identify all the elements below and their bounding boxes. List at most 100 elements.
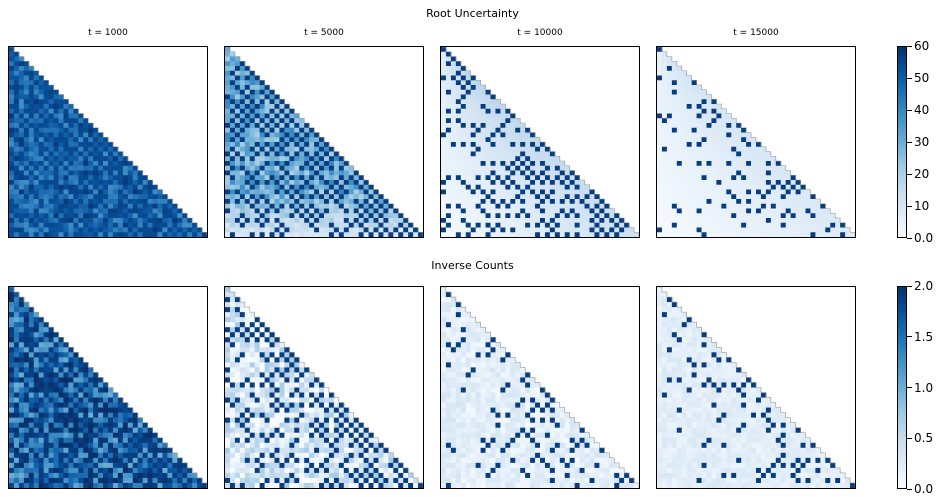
heatmap-cell (34, 468, 39, 473)
heatmap-cell (44, 372, 49, 377)
heatmap-cell (240, 382, 245, 387)
heatmap-cell (19, 388, 24, 393)
heatmap-cell (369, 190, 374, 195)
heatmap-cell (835, 218, 840, 223)
heatmap-cell (481, 133, 486, 138)
heatmap-cell (29, 171, 34, 176)
heatmap-cell (255, 342, 260, 347)
heatmap-cell (476, 156, 481, 161)
heatmap-cell (14, 152, 19, 157)
heatmap-cell (731, 175, 736, 180)
heatmap-cell (707, 95, 712, 100)
heatmap-cell (697, 137, 702, 142)
heatmap-cell (9, 209, 14, 214)
heatmap-cell (329, 453, 334, 458)
heatmap-cell (441, 332, 446, 337)
heatmap-cell (344, 194, 349, 199)
heatmap-cell (456, 109, 461, 114)
heatmap-cell (830, 213, 835, 218)
heatmap-cell (118, 156, 123, 161)
heatmap-cell (687, 209, 692, 214)
heatmap-cell (14, 357, 19, 362)
heatmap-cell (39, 357, 44, 362)
heatmap-cell (24, 307, 29, 312)
heatmap-cell (148, 458, 153, 463)
heatmap-cell (49, 199, 54, 204)
heatmap-cell (240, 66, 245, 71)
heatmap-cell (103, 204, 108, 209)
heatmap-cell (771, 232, 776, 237)
heatmap-cell (466, 137, 471, 142)
heatmap-cell (162, 453, 167, 458)
heatmap-cell (319, 388, 324, 393)
heatmap-cell (29, 367, 34, 372)
heatmap-cell (756, 199, 761, 204)
heatmap-cell (270, 142, 275, 147)
heatmap-cell (716, 147, 721, 152)
heatmap-cell (525, 228, 530, 233)
heatmap-cell (19, 104, 24, 109)
heatmap-cell (225, 152, 230, 157)
heatmap-cell (19, 468, 24, 473)
heatmap-cell (34, 71, 39, 76)
heatmap-cell (260, 443, 265, 448)
heatmap-cell (88, 478, 93, 483)
heatmap-cell (520, 204, 525, 209)
heatmap-cell (68, 109, 73, 114)
heatmap-cell (677, 156, 682, 161)
heatmap-cell (260, 147, 265, 152)
heatmap-cell (369, 443, 374, 448)
heatmap-cell (73, 147, 78, 152)
heatmap-cell (289, 367, 294, 372)
heatmap-cell (265, 362, 270, 367)
heatmap-cell (716, 209, 721, 214)
heatmap-cell (540, 209, 545, 214)
heatmap-cell (118, 458, 123, 463)
heatmap-cell (329, 152, 334, 157)
heatmap-cell (49, 99, 54, 104)
heatmap-cell (801, 204, 806, 209)
heatmap-cell (88, 190, 93, 195)
heatmap-cell (44, 228, 49, 233)
heatmap-cell (153, 185, 158, 190)
heatmap-cell (702, 99, 707, 104)
heatmap-cell (530, 142, 535, 147)
heatmap-cell (225, 478, 230, 483)
heatmap-cell (761, 223, 766, 228)
heatmap-cell (225, 362, 230, 367)
heatmap-cell (83, 194, 88, 199)
heatmap-cell (265, 204, 270, 209)
heatmap-cell (446, 152, 451, 157)
heatmap-cell (294, 448, 299, 453)
heatmap-cell (677, 128, 682, 133)
heatmap-cell (54, 147, 59, 152)
heatmap-cell (250, 382, 255, 387)
heatmap-cell (14, 473, 19, 478)
heatmap-cell (29, 463, 34, 468)
heatmap-cell (697, 147, 702, 152)
heatmap-cell (289, 114, 294, 119)
heatmap-cell (270, 347, 275, 352)
heatmap-cell (294, 478, 299, 483)
heatmap-cell (39, 204, 44, 209)
heatmap-cell (240, 190, 245, 195)
heatmap-cell (270, 357, 275, 362)
heatmap-cell (746, 142, 751, 147)
heatmap-cell (284, 142, 289, 147)
heatmap-cell (736, 228, 741, 233)
heatmap-cell (525, 213, 530, 218)
heatmap-cell (736, 156, 741, 161)
heatmap-cell (255, 185, 260, 190)
heatmap-cell (59, 367, 64, 372)
heatmap-cell (83, 142, 88, 147)
heatmap-cell (329, 161, 334, 166)
heatmap-cell (49, 347, 54, 352)
heatmap-cell (461, 232, 466, 237)
heatmap-cell (230, 362, 235, 367)
heatmap-cell (359, 433, 364, 438)
heatmap-cell (756, 180, 761, 185)
heatmap-cell (451, 133, 456, 138)
heatmap-cell (14, 199, 19, 204)
heatmap-cell (270, 175, 275, 180)
heatmap-cell (68, 161, 73, 166)
